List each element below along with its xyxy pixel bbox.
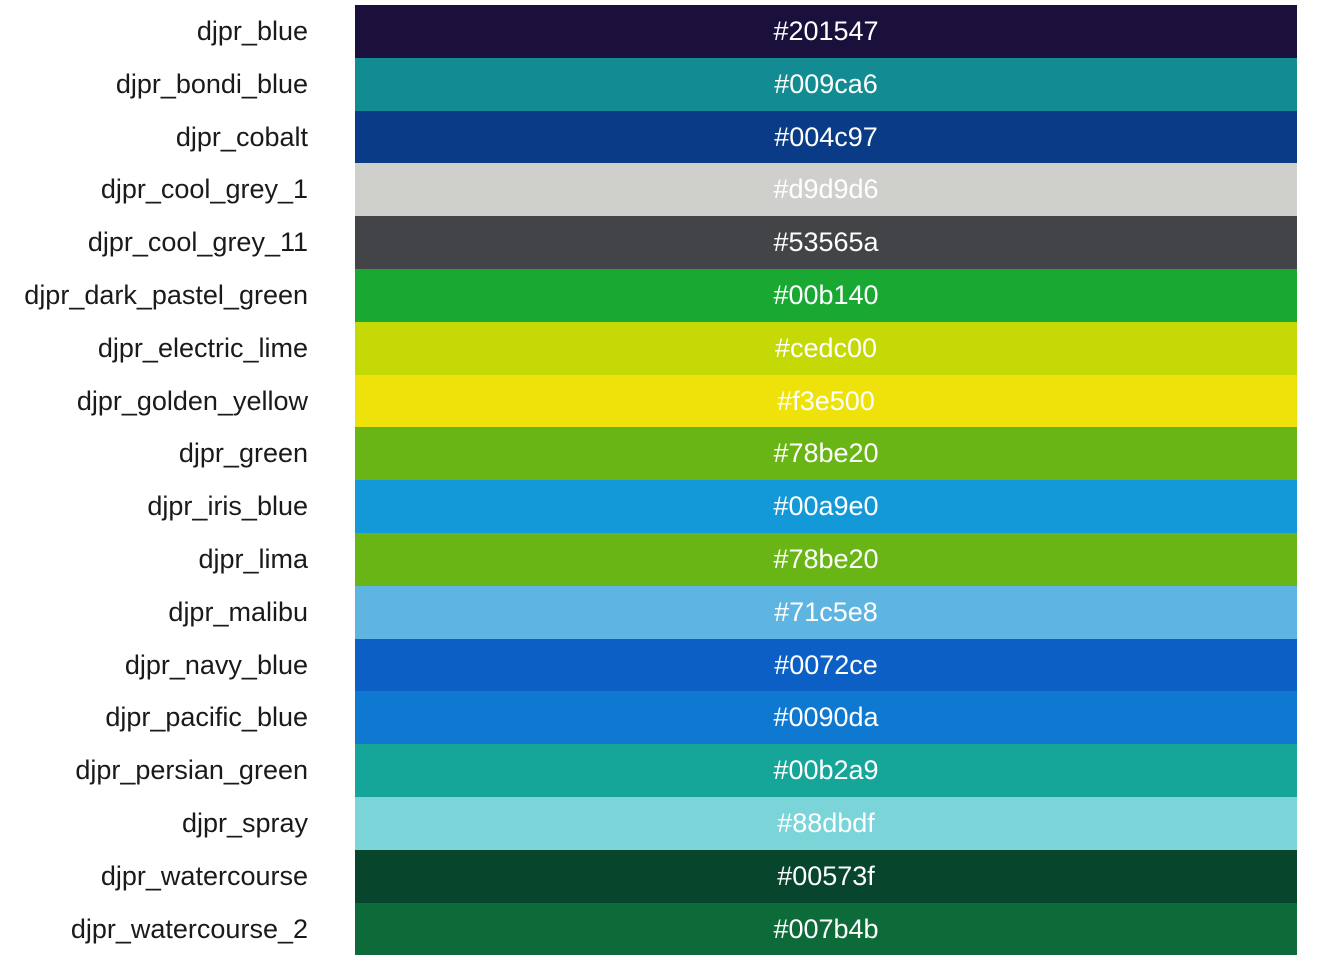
hex-code-label: #00573f (777, 860, 875, 891)
hex-code-label: #88dbdf (777, 808, 875, 838)
color-swatch-bar: #cedc00 (355, 321, 1297, 375)
color-swatch-bar: #f3e500 (355, 374, 1297, 428)
color-swatch-bar: #004c97 (355, 110, 1297, 164)
color-swatch-bar: #201547 (355, 5, 1297, 58)
color-name-label: djpr_green (178, 438, 308, 469)
color-swatch-bar: #71c5e8 (355, 585, 1297, 639)
color-swatch-bar: #007b4b (355, 902, 1297, 956)
hex-code-label: #71c5e8 (774, 596, 878, 627)
hex-code-label: #201547 (773, 16, 879, 46)
color-name-label: djpr_pacific_blue (105, 702, 308, 733)
color-name-label: djpr_malibu (168, 596, 308, 627)
color-name-label: djpr_watercourse_2 (70, 913, 308, 944)
color-name-label: djpr_watercourse (100, 860, 308, 891)
color-swatch-bar: #53565a (355, 216, 1297, 269)
color-swatch-bar: #78be20 (355, 427, 1297, 481)
color-name-label: djpr_cool_grey_1 (100, 174, 308, 205)
color-swatch-bar: #0090da (355, 691, 1297, 745)
hex-code-label: #009ca6 (774, 68, 878, 99)
color-swatch-bar: #00b2a9 (355, 744, 1297, 797)
hex-code-label: #78be20 (773, 544, 879, 574)
hex-code-label: #00b140 (773, 280, 879, 310)
hex-code-label: #53565a (773, 227, 879, 258)
color-swatch-bar: #009ca6 (355, 57, 1297, 111)
color-swatch-bar: #0072ce (355, 638, 1297, 692)
color-name-label: djpr_iris_blue (147, 491, 308, 522)
color-name-label: djpr_spray (181, 808, 308, 838)
hex-code-label: #f3e500 (777, 385, 875, 416)
hex-code-label: #00a9e0 (773, 491, 879, 522)
hex-code-label: #0090da (773, 702, 879, 733)
color-name-label: djpr_persian_green (75, 755, 308, 786)
color-swatch-bar: #00573f (355, 849, 1297, 903)
color-name-label: djpr_electric_lime (97, 332, 308, 363)
hex-code-label: #0072ce (774, 649, 878, 680)
hex-code-label: #78be20 (773, 438, 879, 469)
color-swatch-bar: #78be20 (355, 533, 1297, 586)
color-name-label: djpr_lima (198, 544, 308, 574)
color-name-label: djpr_bondi_blue (115, 68, 308, 99)
color-swatch-bar: #00a9e0 (355, 480, 1297, 533)
color-swatch-bar: #d9d9d6 (355, 163, 1297, 217)
color-name-label: djpr_navy_blue (124, 649, 308, 680)
color-name-label: djpr_cool_grey_11 (87, 227, 308, 258)
hex-code-label: #00b2a9 (773, 755, 879, 786)
color-name-label: djpr_dark_pastel_green (24, 280, 308, 310)
hex-code-label: #007b4b (773, 913, 879, 944)
color-name-label: djpr_blue (196, 16, 308, 46)
color-swatch-bar: #88dbdf (355, 797, 1297, 850)
hex-code-label: #cedc00 (774, 332, 878, 363)
color-swatch-bar: #00b140 (355, 269, 1297, 322)
hex-code-label: #004c97 (774, 121, 878, 152)
color-name-label: djpr_cobalt (175, 121, 308, 152)
hex-code-label: #d9d9d6 (773, 174, 879, 205)
color-name-label: djpr_golden_yellow (76, 385, 308, 416)
